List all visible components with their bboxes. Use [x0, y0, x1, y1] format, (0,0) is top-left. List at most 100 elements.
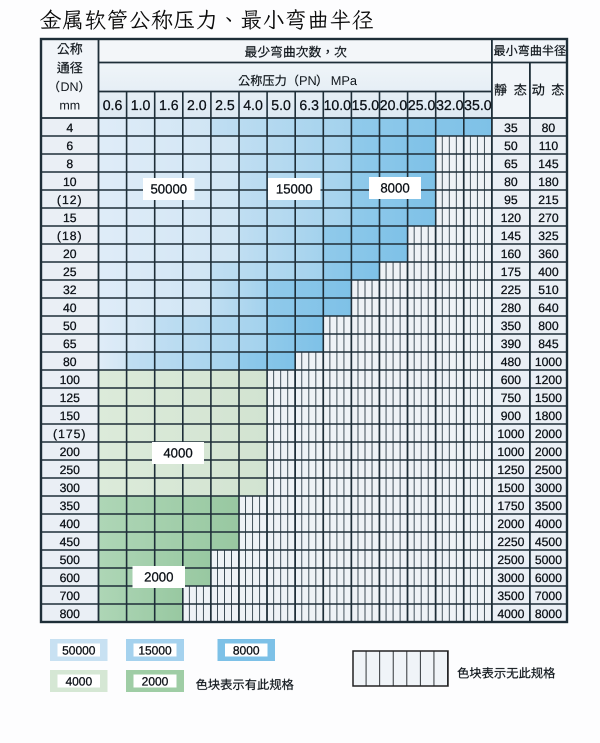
svg-text:350: 350 — [501, 319, 522, 333]
svg-text:2000: 2000 — [535, 445, 562, 459]
svg-text:145: 145 — [538, 157, 559, 171]
svg-text:125: 125 — [60, 391, 81, 405]
svg-text:80: 80 — [63, 355, 77, 369]
svg-text:2000: 2000 — [497, 517, 524, 531]
svg-text:4000: 4000 — [65, 674, 92, 688]
svg-text:4000: 4000 — [163, 446, 192, 461]
svg-text:15000: 15000 — [276, 182, 313, 197]
svg-text:150: 150 — [60, 409, 81, 423]
svg-text:5.0: 5.0 — [271, 97, 291, 113]
svg-text:6.3: 6.3 — [299, 97, 319, 113]
svg-text:510: 510 — [538, 283, 559, 297]
svg-text:mm: mm — [59, 99, 80, 113]
svg-text:35.0: 35.0 — [464, 97, 492, 113]
svg-text:5000: 5000 — [535, 553, 562, 567]
svg-text:1.6: 1.6 — [159, 97, 179, 113]
svg-text:1.0: 1.0 — [131, 97, 151, 113]
svg-text:215: 215 — [538, 193, 559, 207]
svg-text:50000: 50000 — [150, 182, 187, 197]
svg-text:600: 600 — [501, 373, 522, 387]
svg-text:65: 65 — [63, 337, 77, 351]
svg-text:1500: 1500 — [497, 481, 524, 495]
svg-text:500: 500 — [60, 553, 81, 567]
svg-text:32.0: 32.0 — [436, 97, 464, 113]
svg-text:1000: 1000 — [497, 427, 524, 441]
svg-text:110: 110 — [539, 139, 559, 153]
svg-text:400: 400 — [60, 517, 81, 531]
svg-text:95: 95 — [504, 193, 518, 207]
svg-text:750: 750 — [501, 391, 522, 405]
svg-text:50000: 50000 — [62, 643, 96, 657]
svg-text:1500: 1500 — [535, 391, 562, 405]
svg-text:2000: 2000 — [142, 674, 169, 688]
svg-text:2500: 2500 — [497, 553, 524, 567]
svg-text:1000: 1000 — [535, 355, 562, 369]
svg-text:MPa: MPa — [331, 73, 358, 88]
svg-text:400: 400 — [538, 265, 559, 279]
svg-text:4: 4 — [66, 121, 73, 135]
svg-text:390: 390 — [501, 337, 522, 351]
svg-text:25: 25 — [63, 265, 77, 279]
svg-text:3500: 3500 — [535, 499, 562, 513]
svg-text:120: 120 — [501, 211, 522, 225]
svg-text:270: 270 — [538, 211, 559, 225]
svg-text:0.6: 0.6 — [103, 97, 123, 113]
svg-text:10.0: 10.0 — [324, 97, 352, 113]
svg-text:300: 300 — [60, 481, 81, 495]
svg-text:8000: 8000 — [233, 643, 260, 657]
svg-text:2000: 2000 — [535, 427, 562, 441]
svg-text:4500: 4500 — [535, 535, 562, 549]
svg-text:1000: 1000 — [497, 445, 524, 459]
svg-text:1250: 1250 — [497, 463, 524, 477]
svg-text:450: 450 — [60, 535, 81, 549]
svg-text:32: 32 — [63, 283, 77, 297]
svg-text:1750: 1750 — [497, 499, 524, 513]
svg-text:2000: 2000 — [144, 570, 173, 585]
svg-text:360: 360 — [538, 247, 559, 261]
svg-text:6000: 6000 — [535, 571, 562, 585]
svg-text:145: 145 — [501, 229, 522, 243]
svg-text:65: 65 — [504, 157, 518, 171]
svg-text:845: 845 — [538, 337, 559, 351]
svg-text:3000: 3000 — [497, 571, 524, 585]
svg-text:8000: 8000 — [535, 607, 562, 621]
svg-text:40: 40 — [63, 301, 77, 315]
svg-text:250: 250 — [60, 463, 81, 477]
svg-text:4000: 4000 — [535, 517, 562, 531]
svg-text:225: 225 — [501, 283, 522, 297]
svg-text:2.5: 2.5 — [215, 97, 235, 113]
svg-text:480: 480 — [501, 355, 522, 369]
svg-text:180: 180 — [538, 175, 559, 189]
svg-text:8: 8 — [66, 157, 73, 171]
svg-text:25.0: 25.0 — [408, 97, 436, 113]
svg-text:35: 35 — [504, 121, 518, 135]
svg-text:7000: 7000 — [535, 589, 562, 603]
svg-text:700: 700 — [60, 589, 81, 603]
svg-text:50: 50 — [63, 319, 77, 333]
svg-text:640: 640 — [538, 301, 559, 315]
svg-text:160: 160 — [501, 247, 522, 261]
svg-text:4.0: 4.0 — [243, 97, 263, 113]
svg-text:DN: DN — [61, 80, 79, 94]
svg-text:(12): (12) — [57, 193, 83, 207]
svg-text:15.0: 15.0 — [352, 97, 380, 113]
svg-text:200: 200 — [60, 445, 81, 459]
svg-text:(18): (18) — [57, 229, 83, 243]
svg-text:175: 175 — [501, 265, 522, 279]
svg-text:350: 350 — [60, 499, 81, 513]
svg-text:800: 800 — [60, 607, 81, 621]
svg-text:50: 50 — [504, 139, 518, 153]
svg-text:2500: 2500 — [535, 463, 562, 477]
svg-text:3000: 3000 — [535, 481, 562, 495]
svg-text:325: 325 — [538, 229, 559, 243]
svg-text:3500: 3500 — [497, 589, 524, 603]
svg-text:2250: 2250 — [497, 535, 524, 549]
svg-text:20: 20 — [63, 247, 77, 261]
svg-text:6: 6 — [66, 139, 73, 153]
svg-text:15: 15 — [63, 211, 77, 225]
svg-text:4000: 4000 — [497, 607, 524, 621]
svg-text:1800: 1800 — [535, 409, 562, 423]
svg-text:10: 10 — [63, 175, 77, 189]
svg-text:600: 600 — [60, 571, 81, 585]
svg-text:800: 800 — [538, 319, 559, 333]
